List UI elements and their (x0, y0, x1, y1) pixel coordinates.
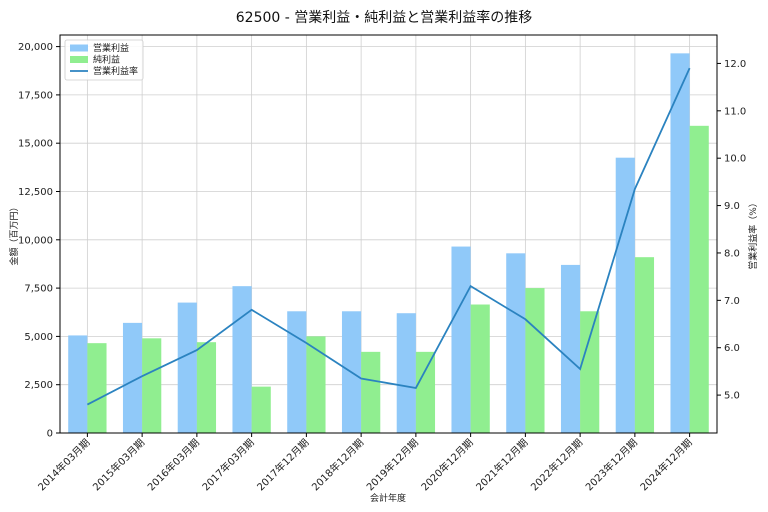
bar-operating-profit (670, 53, 690, 433)
plot-frame (59, 34, 718, 434)
y2-tick-label: 7.0 (724, 296, 740, 307)
bar-operating-profit (122, 322, 143, 433)
bar-net-profit (251, 386, 271, 433)
y-tick-label: 0 (47, 429, 53, 440)
bar-operating-profit (451, 246, 471, 433)
bar-operating-profit (506, 253, 526, 433)
y2-tick-label: 5.0 (724, 391, 740, 402)
legend-swatch (70, 56, 88, 63)
x-tick-label: 2014年03月期 (35, 436, 92, 493)
y-tick-label: 7,500 (24, 284, 53, 295)
y-tick-label: 2,500 (24, 380, 53, 391)
bar-net-profit (142, 338, 162, 433)
bar-operating-profit (287, 311, 307, 433)
y2-tick-label: 10.0 (724, 154, 746, 165)
bar-operating-profit (615, 157, 635, 434)
bar-operating-profit (177, 302, 197, 433)
legend-swatch (70, 44, 88, 52)
bar-net-profit (361, 351, 381, 433)
x-tick-label: 2017年03月期 (199, 436, 256, 493)
y-tick-label: 12,500 (18, 187, 53, 198)
y-axis-label: 金額（百万円） (8, 202, 20, 265)
bar-net-profit (634, 257, 655, 433)
y2-tick-label: 9.0 (724, 201, 740, 212)
x-tick-label: 2019年12月期 (364, 436, 421, 493)
bar-net-profit (580, 311, 600, 433)
y-tick-label: 5,000 (24, 332, 53, 343)
line-series (86, 67, 691, 406)
legend-label: 営業利益 (93, 42, 129, 54)
y-tick-label: 15,000 (18, 139, 53, 150)
y2-tick-label: 6.0 (724, 343, 740, 354)
bar-operating-profit (68, 335, 88, 433)
x-axis: 2014年03月期2015年03月期2016年03月期2017年03月期2017… (35, 433, 695, 493)
line-operating-margin (86, 67, 691, 406)
bar-net-profit (196, 342, 217, 433)
x-tick-label: 2021年12月期 (473, 436, 530, 493)
x-tick-label: 2018年12月期 (309, 436, 366, 493)
bar-net-profit (470, 304, 490, 433)
x-tick-label: 2017年12月期 (254, 436, 311, 493)
legend-label: 営業利益率 (93, 65, 138, 77)
y2-tick-label: 11.0 (724, 106, 746, 117)
x-tick-label: 2023年12月期 (583, 436, 640, 493)
bars (68, 53, 709, 434)
x-tick-label: 2022年12月期 (528, 436, 585, 493)
y-tick-label: 20,000 (18, 42, 53, 53)
bar-net-profit (306, 336, 326, 433)
bar-net-profit (415, 351, 436, 433)
bar-operating-profit (560, 264, 581, 433)
y-tick-label: 10,000 (18, 235, 53, 246)
y-axis-right: 5.0 6.0 7.0 8.0 9.0 10.0 11.0 12.0 (717, 59, 746, 402)
chart-title: 62500 - 営業利益・純利益と営業利益率の推移 (236, 9, 533, 26)
x-tick-label: 2024年12月期 (637, 436, 694, 493)
y2-axis-label: 営業利益率（%） (747, 198, 759, 270)
y-tick-label: 17,500 (18, 90, 53, 101)
x-axis-label: 会計年度 (370, 492, 406, 504)
bar-operating-profit (396, 313, 416, 433)
y-axis-left: 0 2,500 5,000 7,500 10,000 12,500 15,000 17,500… (18, 42, 60, 440)
bar-operating-profit (232, 286, 252, 433)
x-tick-label: 2015年03月期 (90, 436, 147, 493)
y2-tick-label: 12.0 (724, 59, 746, 70)
x-tick-label: 2016年03月期 (145, 436, 202, 493)
bar-net-profit (87, 343, 107, 433)
bar-net-profit (689, 125, 709, 434)
y2-tick-label: 8.0 (724, 248, 740, 259)
x-tick-label: 2020年12月期 (418, 436, 475, 493)
legend-label: 純利益 (93, 54, 120, 66)
bar-net-profit (525, 288, 545, 433)
